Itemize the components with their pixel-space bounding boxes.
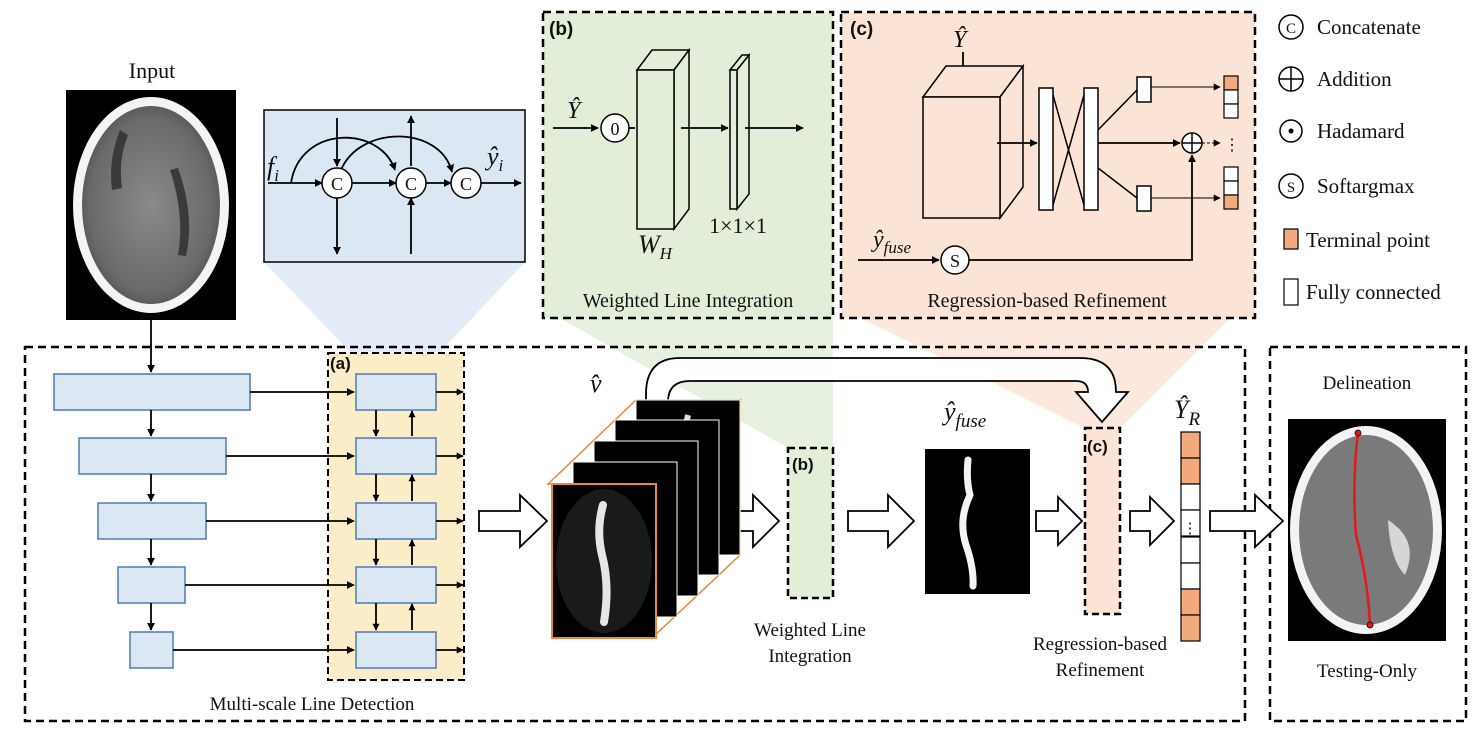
delineation-label: Delineation bbox=[1323, 373, 1412, 394]
softargmax-node: S bbox=[940, 245, 970, 275]
encoder-block-5 bbox=[129, 631, 174, 669]
encoder-block-3 bbox=[97, 502, 207, 540]
delineation-ct-image bbox=[1288, 419, 1446, 641]
panel-a-zoom-arrows bbox=[268, 115, 522, 255]
svg-text:S: S bbox=[1287, 180, 1295, 196]
weighted-line-label-2: Integration bbox=[768, 646, 852, 667]
panel-c-small-tag: (c) bbox=[1087, 437, 1108, 456]
y-hat-i-label: ŷi bbox=[484, 142, 504, 175]
panel-a-zoom-cone bbox=[264, 262, 525, 352]
arrow-to-refinement bbox=[1035, 494, 1084, 548]
f-i-label: fi bbox=[267, 152, 279, 185]
panel-b-tag: (b) bbox=[549, 19, 573, 40]
y-fuse-image bbox=[925, 449, 1030, 594]
legend-label-concatenate: Concatenate bbox=[1317, 15, 1421, 39]
wh-feature-block bbox=[635, 47, 691, 232]
encoder-block-1 bbox=[53, 373, 251, 411]
main-pipeline-frame bbox=[23, 345, 1247, 723]
feature-cube bbox=[921, 63, 1025, 221]
weighted-line-integration-title: Weighted Line Integration bbox=[583, 290, 794, 312]
svg-text:C: C bbox=[460, 174, 472, 194]
skip-curved-arrow bbox=[645, 357, 1130, 463]
svg-text:C: C bbox=[331, 174, 343, 194]
encoder-block-2 bbox=[78, 437, 227, 475]
input-label: Input bbox=[129, 58, 175, 83]
feature-map-stack bbox=[546, 398, 742, 640]
legend-label-terminal-point: Terminal point bbox=[1306, 228, 1430, 252]
arrow-to-output bbox=[1129, 494, 1176, 548]
concat-node-3: C bbox=[450, 167, 482, 199]
panel-c-small-box bbox=[1083, 426, 1122, 616]
delineation-midline bbox=[1353, 432, 1372, 626]
legend-label-hadamard: Hadamard bbox=[1317, 119, 1405, 143]
svg-text:C: C bbox=[405, 174, 417, 194]
legend: C Concatenate Addition Hadamard S Softar… bbox=[1278, 14, 1441, 306]
panel-c-dots: ⋮ bbox=[1224, 137, 1240, 154]
terminal-output-top bbox=[1223, 75, 1239, 119]
svg-text:0: 0 bbox=[611, 119, 620, 139]
arrow-to-fuse bbox=[847, 492, 916, 550]
weighted-line-label-1: Weighted Line bbox=[754, 620, 866, 641]
legend-label-addition: Addition bbox=[1317, 67, 1392, 91]
panel-a-blocks bbox=[355, 373, 437, 669]
panel-a-tag: (a) bbox=[330, 354, 351, 373]
terminal-point-swatch bbox=[1283, 228, 1299, 250]
panel-b-zoom-cone bbox=[560, 318, 833, 448]
encoder-block-4 bbox=[117, 566, 186, 604]
y-r-label: ŶR bbox=[1174, 395, 1200, 430]
terminal-output-bottom bbox=[1223, 166, 1239, 210]
panel-b-small-box bbox=[786, 446, 835, 600]
panel-a-connections bbox=[173, 388, 464, 654]
concat-symbol: C bbox=[1278, 14, 1304, 40]
y-fuse-label: ŷfuse bbox=[941, 397, 986, 432]
zero-node: 0 bbox=[600, 113, 630, 143]
one-by-one-block bbox=[728, 52, 751, 212]
y-r-output-column bbox=[1180, 431, 1201, 642]
regression-refinement-title: Regression-based Refinement bbox=[927, 290, 1167, 312]
arrow-to-stack bbox=[478, 492, 549, 550]
svg-text:C: C bbox=[1286, 21, 1296, 37]
panel-c-tag: (c) bbox=[850, 19, 873, 40]
regression-label-1: Regression-based bbox=[1033, 634, 1168, 655]
y-fuse-label-c: ŷfuse bbox=[871, 227, 911, 257]
multi-scale-label: Multi-scale Line Detection bbox=[210, 694, 415, 715]
addition-node bbox=[1181, 132, 1203, 154]
panel-a-zoom-box bbox=[263, 109, 526, 263]
concat-node-2: C bbox=[395, 167, 427, 199]
regression-label-2: Refinement bbox=[1056, 660, 1145, 681]
wh-label: WH bbox=[638, 230, 674, 263]
legend-label-fully-connected: Fully connected bbox=[1306, 280, 1441, 304]
svg-text:S: S bbox=[950, 251, 960, 271]
fc-layers bbox=[1038, 76, 1152, 212]
panel-b-y-hat: Ŷ bbox=[567, 98, 583, 124]
concat-node-1: C bbox=[321, 167, 353, 199]
hadamard-symbol bbox=[1279, 119, 1303, 143]
legend-label-softargmax: Softargmax bbox=[1317, 174, 1415, 198]
arrow-to-delineation bbox=[1209, 492, 1285, 550]
v-hat-label: v̂ bbox=[590, 369, 602, 398]
y-r-dots: ⋮ bbox=[1183, 521, 1198, 537]
testing-only-label: Testing-Only bbox=[1317, 661, 1417, 682]
encoder-column bbox=[53, 320, 251, 669]
panel-c-y-hat: Ŷ bbox=[953, 27, 969, 53]
hollow-arrows bbox=[478, 357, 1285, 550]
softargmax-symbol: S bbox=[1278, 173, 1304, 199]
panel-b-small-tag: (b) bbox=[792, 455, 814, 474]
fully-connected-swatch bbox=[1283, 278, 1299, 306]
input-ct-image bbox=[66, 90, 236, 320]
addition-symbol bbox=[1278, 66, 1304, 92]
one-by-label: 1×1×1 bbox=[709, 213, 767, 238]
